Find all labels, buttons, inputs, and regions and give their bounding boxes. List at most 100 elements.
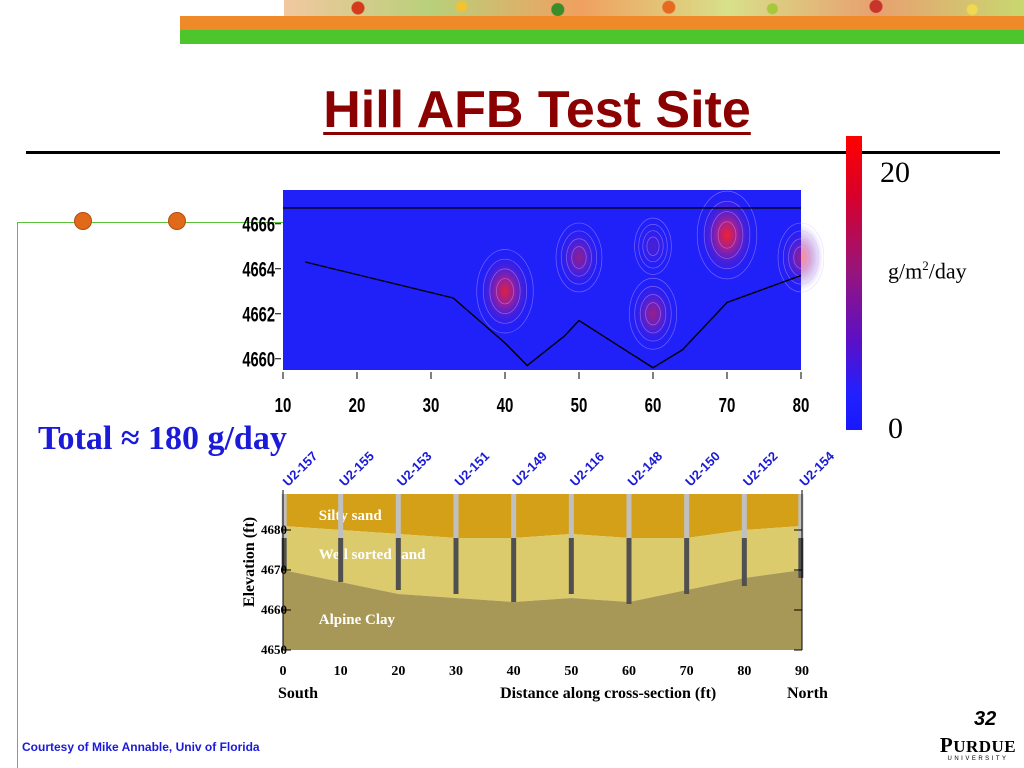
contour-line [634, 286, 672, 342]
layer-label: Well sorted sand [319, 547, 426, 563]
flux-hotspot [630, 279, 676, 348]
x-tick-label: 70 [719, 394, 736, 417]
well-casing [395, 494, 401, 538]
contour-line [710, 211, 744, 259]
well-label: U2-155 [336, 450, 377, 489]
x-tick-label: 50 [571, 394, 588, 417]
layer-label: Silty sand [319, 508, 383, 524]
page-number: 32 [974, 708, 997, 730]
contour-line [482, 258, 528, 324]
frame-line-horizontal [17, 222, 283, 223]
x-tick-label: 20 [391, 664, 405, 679]
contour-line [642, 230, 664, 263]
contour-line [696, 190, 758, 280]
color-scale-min: 0 [888, 412, 903, 445]
layer-label: Alpine Clay [319, 612, 396, 628]
logo-rest: URDUE [953, 737, 1017, 756]
slide-title: Hill AFB Test Site [323, 81, 751, 139]
well-label: U2-149 [509, 450, 550, 489]
well-label: U2-148 [625, 450, 666, 489]
x-tick-label: 30 [449, 664, 463, 679]
logo-subtitle: UNIVERSITY [947, 756, 1009, 762]
contour-line [560, 230, 598, 285]
flux-hotspot [477, 250, 533, 332]
well-screen [453, 538, 459, 594]
well-casing [511, 494, 517, 538]
x-tick-label: 10 [275, 394, 292, 417]
well-screen [741, 538, 747, 586]
well-screen [684, 538, 690, 594]
logo-initial: P [939, 733, 954, 757]
contour-line [634, 217, 672, 275]
well-casing [568, 494, 574, 538]
banner-leaf-image [284, 0, 1024, 16]
clay-surface-line [305, 261, 802, 369]
x-axis-title: Distance along cross-section (ft) [500, 685, 716, 702]
well-casing [798, 494, 804, 538]
banner-orange-stripe [180, 16, 1024, 30]
x-tick-label: 40 [507, 664, 521, 679]
unit-suffix: /day [928, 258, 967, 284]
contour-line [489, 268, 521, 314]
well-label: U2-151 [452, 450, 493, 489]
well-screen [568, 538, 574, 594]
logo-wordmark: PURDUE [936, 733, 1020, 758]
contour-line [566, 238, 592, 277]
y-tick-label: 4680 [261, 522, 287, 537]
unit-prefix: g/m [888, 258, 923, 284]
bullet-dot-icon [74, 212, 92, 230]
flux-hotspot [635, 219, 671, 273]
x-tick-label: 40 [497, 394, 514, 417]
x-tick-label: 90 [795, 664, 809, 679]
banner-green-stripe [180, 30, 1024, 44]
y-tick-label: 4664 [242, 258, 275, 281]
soil-layer [283, 494, 802, 538]
flux-hotspot [697, 192, 757, 278]
flux-hotspot [779, 224, 823, 291]
x-tick-label: 30 [423, 394, 440, 417]
well-casing [741, 494, 747, 538]
soil-layer [283, 570, 802, 650]
contour-line [646, 236, 660, 256]
unit-superscript: 2 [922, 258, 929, 273]
well-casing [626, 494, 632, 538]
well-casing [338, 494, 344, 538]
color-scale-max: 20 [880, 156, 910, 189]
contour-line [777, 222, 824, 293]
contour-line [703, 201, 751, 269]
x-tick-label: 10 [334, 664, 348, 679]
south-label: South [278, 685, 318, 702]
well-label: U2-154 [796, 450, 837, 489]
well-label: U2-157 [280, 450, 321, 489]
flux-hotspot [557, 224, 601, 291]
well-label: U2-152 [740, 450, 781, 489]
y-tick-label: 4666 [242, 213, 275, 236]
x-tick-label: 60 [622, 664, 636, 679]
y-tick-label: 4670 [261, 562, 287, 577]
x-tick-label: 0 [280, 664, 287, 679]
x-tick-label: 80 [793, 394, 810, 417]
contour-line [782, 230, 820, 285]
title-rule-right [944, 151, 1000, 154]
courtesy-credit: Courtesy of Mike Annable, Univ of Florid… [22, 740, 260, 754]
color-scale-unit: g/m2/day [888, 258, 967, 284]
well-screen [511, 538, 517, 602]
well-casing [453, 494, 459, 538]
flux-contour-chart: 10 20 30 40 50 60 70 80 4660 4662 4664 4666 [242, 190, 824, 417]
well-label: U2-116 [567, 450, 607, 489]
well-label: U2-153 [394, 450, 435, 489]
contour-line [793, 246, 809, 269]
total-flux-label: Total ≈ 180 g/day [38, 420, 287, 457]
well-screen [395, 538, 401, 590]
contour-line [645, 302, 661, 326]
cross-section-chart: Silty sand Well sorted sand Alpine Clay U2… [241, 450, 838, 702]
contour-line [476, 249, 534, 334]
contour-line [555, 222, 603, 293]
x-tick-label: 80 [737, 664, 751, 679]
well-casing [281, 494, 287, 538]
title-rule [26, 151, 978, 154]
y-tick-label: 4662 [242, 303, 275, 326]
well-label: U2-150 [682, 450, 723, 489]
y-axis-title: Elevation (ft) [241, 517, 258, 607]
x-tick-label: 20 [349, 394, 366, 417]
